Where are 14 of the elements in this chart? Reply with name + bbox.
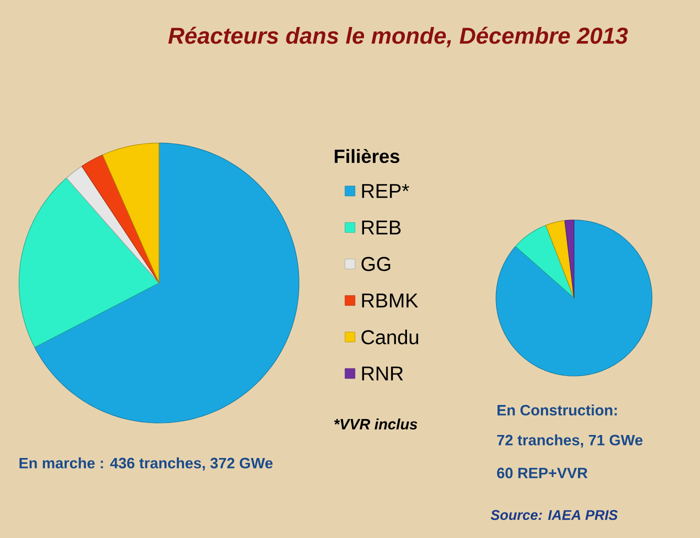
legend-label: REP*: [362, 184, 410, 198]
text: En Construction:: [498, 404, 617, 416]
legend-title: Filières: [334, 148, 400, 164]
text: 72 tranches, 71 GWe: [497, 434, 642, 448]
source-note: Source: IAEA PRIS: [490, 510, 618, 520]
text: 60 REP+VVR: [497, 468, 588, 478]
legend-label: Candu: [362, 330, 418, 344]
legend-label: GG: [362, 256, 390, 272]
chart-title: Réacteurs dans le monde, Décembre 2013: [168, 26, 628, 48]
legend-label: REB: [362, 220, 401, 234]
text: En marche : 436 tranches, 372 GWe: [20, 457, 273, 471]
text: *VVR inclus: [334, 418, 418, 430]
legend-label: RBMK: [362, 294, 418, 308]
legend-label: RNR: [362, 366, 403, 380]
